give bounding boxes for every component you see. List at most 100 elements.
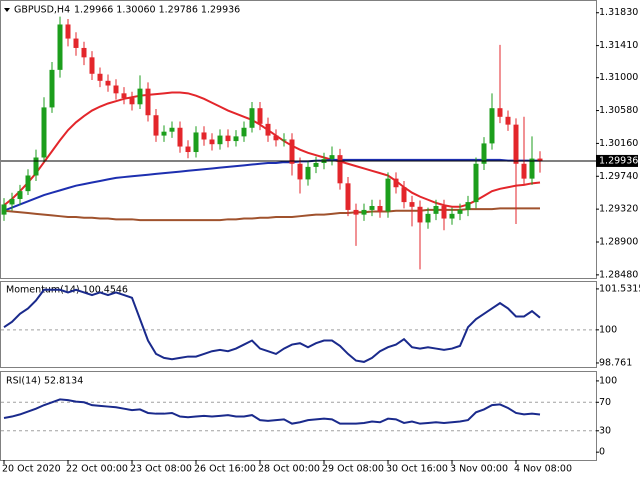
candle-body xyxy=(41,107,47,158)
last-price-box xyxy=(596,154,638,167)
rsi-title: RSI(14) 52.8134 xyxy=(6,376,83,387)
candle-body xyxy=(225,135,231,142)
momentum-panel xyxy=(0,281,597,368)
candle-body xyxy=(33,157,39,176)
candle-body xyxy=(521,163,527,179)
ohlc-text: 1.29966 1.30060 1.29786 1.29936 xyxy=(74,5,240,16)
candle-body xyxy=(25,175,31,192)
x-tick-label: 3 Nov 00:00 xyxy=(450,464,508,475)
moving-average xyxy=(3,91,541,208)
y-tick-label: 1.29320 xyxy=(599,204,638,215)
candle-body xyxy=(305,166,311,180)
candle-body xyxy=(345,183,351,210)
candle-body xyxy=(185,146,191,153)
x-tick-label: 29 Oct 08:00 xyxy=(322,464,384,475)
rsi-panel xyxy=(0,371,597,461)
y-tick-label: 1.31830 xyxy=(599,7,638,18)
candle-body xyxy=(201,132,207,140)
candle-body xyxy=(377,206,383,212)
candle-body xyxy=(441,206,447,219)
candle-body xyxy=(73,38,79,48)
candle-body xyxy=(169,127,175,132)
candle-body xyxy=(1,204,7,215)
candle-body xyxy=(353,209,359,215)
y-tick-label: 0 xyxy=(599,447,605,458)
x-tick-label: 22 Oct 00:00 xyxy=(66,464,128,475)
candle-body xyxy=(161,131,167,136)
candle-body xyxy=(217,135,223,145)
candle-body xyxy=(529,158,535,179)
y-tick-label: 1.30160 xyxy=(599,138,638,149)
candle-body xyxy=(537,158,543,161)
candle-body xyxy=(481,143,487,164)
x-tick-label: 26 Oct 16:00 xyxy=(194,464,256,475)
candle-body xyxy=(361,209,367,215)
y-tick-label: 100 xyxy=(599,375,617,386)
candle-body xyxy=(233,136,239,142)
momentum-title: Momentum(14) 100.4546 xyxy=(6,285,128,296)
candle-body xyxy=(193,132,199,153)
candle-body xyxy=(153,115,159,136)
indicator-line xyxy=(3,398,541,425)
candle-body xyxy=(449,213,455,219)
candle-body xyxy=(97,73,103,81)
y-tick-label: 101.5315 xyxy=(599,283,640,294)
candle-body xyxy=(393,178,399,188)
candle-body xyxy=(505,116,511,125)
candle-body xyxy=(417,206,423,223)
y-tick-label: 70 xyxy=(599,397,611,408)
candle-body xyxy=(433,206,439,214)
candle-body xyxy=(385,178,391,212)
candle-body xyxy=(337,155,343,184)
candle-body xyxy=(513,124,519,164)
candle-body xyxy=(105,80,111,86)
candle-body xyxy=(473,163,479,203)
candle-body xyxy=(401,187,407,203)
y-tick-label: 1.29740 xyxy=(599,171,638,182)
candle-body xyxy=(457,209,463,214)
candle-body xyxy=(313,162,319,167)
candle-body xyxy=(425,213,431,223)
y-tick-label: 100 xyxy=(599,324,617,335)
symbol-title: GBPUSD,H4 xyxy=(14,5,70,16)
x-tick-label: 30 Oct 16:00 xyxy=(386,464,448,475)
candle-body xyxy=(489,108,495,144)
candle-body xyxy=(177,127,183,147)
candle-body xyxy=(409,202,415,207)
candle-body xyxy=(81,47,87,58)
y-tick-label: 1.31000 xyxy=(599,72,638,83)
candle-body xyxy=(65,24,71,39)
y-tick-label: 1.31410 xyxy=(599,40,638,51)
candle-body xyxy=(129,98,135,105)
candle-body xyxy=(241,127,247,137)
menu-triangle xyxy=(4,8,10,12)
y-tick-label: 30 xyxy=(599,425,611,436)
candle-body xyxy=(497,108,503,117)
candle-body xyxy=(273,135,279,141)
candle-body xyxy=(289,139,295,164)
x-tick-label: 4 Nov 08:00 xyxy=(514,464,572,475)
y-tick-label: 1.28480 xyxy=(599,269,638,280)
indicator-line xyxy=(3,288,541,363)
candle-body xyxy=(17,191,23,199)
candle-body xyxy=(121,93,127,99)
candle-body xyxy=(369,206,375,210)
candle-body xyxy=(297,163,303,180)
candle-body xyxy=(329,155,335,160)
candle-body xyxy=(137,88,143,105)
candle-body xyxy=(209,139,215,145)
moving-average xyxy=(3,158,540,212)
y-tick-label: 1.30580 xyxy=(599,105,638,116)
candle-body xyxy=(49,69,55,108)
candle-body xyxy=(113,85,119,94)
candle-body xyxy=(9,198,15,205)
candle-body xyxy=(89,57,95,74)
last-price-label: 1.29936 xyxy=(599,155,638,166)
candle-body xyxy=(249,108,255,128)
candle-body xyxy=(281,139,287,141)
y-tick-label: 1.28900 xyxy=(599,237,638,248)
main-panel xyxy=(0,0,597,279)
